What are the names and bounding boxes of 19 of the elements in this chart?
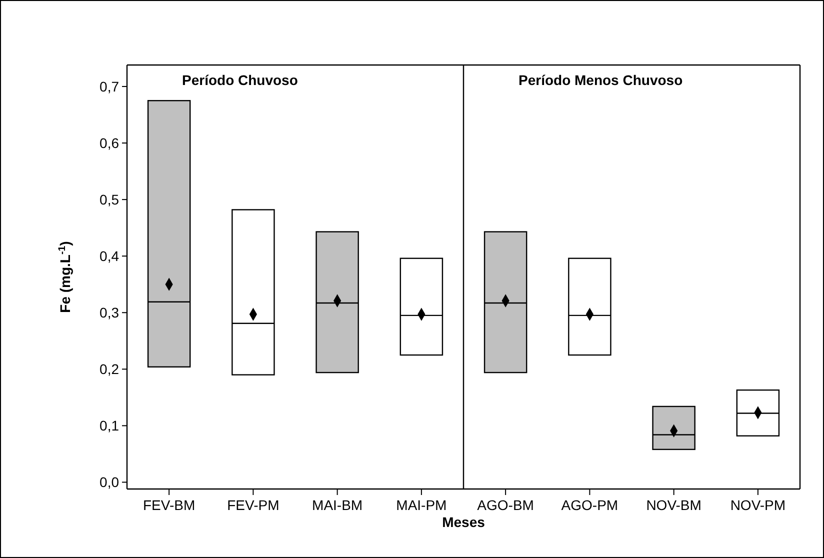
- y-tick-label: 0,7: [100, 78, 120, 94]
- x-tick-label: MAI-BM: [312, 497, 363, 513]
- x-tick-label: FEV-BM: [143, 497, 196, 513]
- y-tick-label: 0,3: [100, 304, 120, 321]
- x-tick-label: NOV-BM: [646, 497, 702, 513]
- x-tick-label: AGO-BM: [477, 497, 534, 513]
- y-tick-label: 0,1: [100, 418, 120, 434]
- y-tick-label: 0,6: [100, 134, 120, 151]
- y-tick-label: 0,4: [100, 248, 120, 264]
- annotation: Período Chuvoso: [182, 72, 298, 88]
- x-tick-label: FEV-PM: [227, 497, 280, 513]
- x-tick-label: AGO-PM: [561, 497, 618, 513]
- y-tick-label: 0,0: [100, 474, 120, 490]
- x-tick-label: MAI-PM: [396, 497, 447, 513]
- y-tick-label: 0,5: [100, 191, 120, 208]
- x-axis-title: Meses: [442, 514, 486, 530]
- x-tick-label: NOV-PM: [730, 497, 786, 513]
- y-tick-label: 0,2: [100, 361, 120, 378]
- annotation: Período Menos Chuvoso: [518, 72, 683, 88]
